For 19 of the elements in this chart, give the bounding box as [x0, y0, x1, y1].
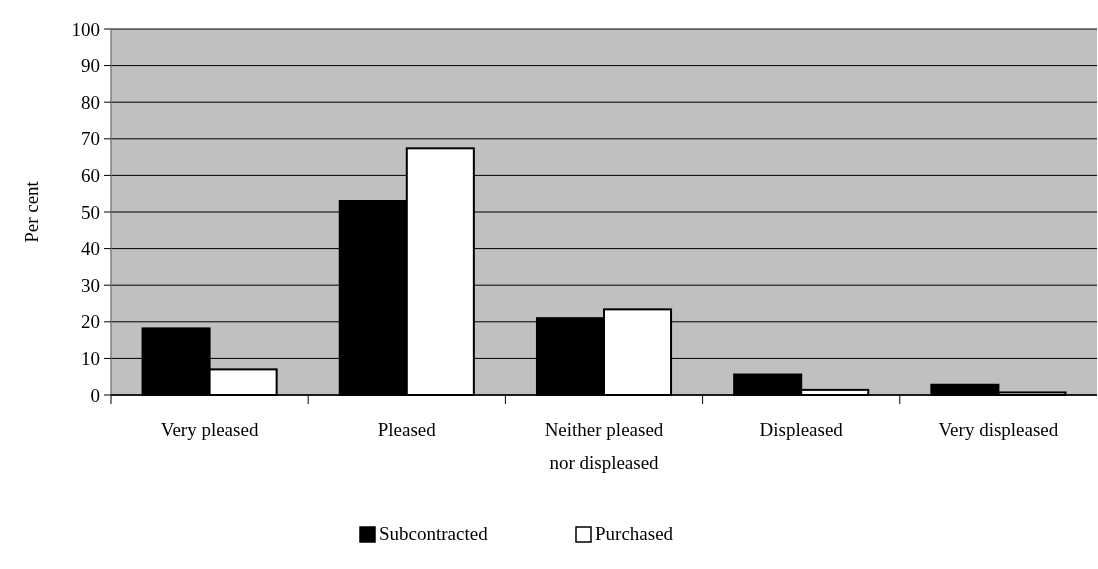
y-tick-label: 20: [81, 311, 100, 333]
legend-label: Subcontracted: [379, 523, 489, 544]
y-tick-label: 90: [81, 55, 100, 77]
y-tick-label: 10: [81, 348, 100, 370]
x-tick-label: Displeased: [759, 419, 844, 440]
x-tick-label: Very pleased: [160, 419, 259, 440]
y-tick-label: 80: [81, 91, 100, 113]
y-axis-title: Per cent: [21, 180, 42, 243]
y-tick-label: 100: [71, 18, 100, 40]
y-tick-label: 0: [90, 384, 100, 406]
y-tick-label: 70: [81, 128, 100, 150]
y-tick-label: 50: [81, 201, 100, 223]
y-tick-label: 60: [81, 165, 100, 187]
legend-label: Purchased: [595, 523, 674, 544]
y-tick-label: 40: [81, 238, 100, 260]
y-tick-label: 30: [81, 274, 100, 296]
x-tick-label: Pleased: [377, 419, 437, 440]
x-tick-label: Very displeased: [938, 419, 1059, 440]
x-tick-label: Neither pleased nor displeased: [544, 419, 664, 473]
